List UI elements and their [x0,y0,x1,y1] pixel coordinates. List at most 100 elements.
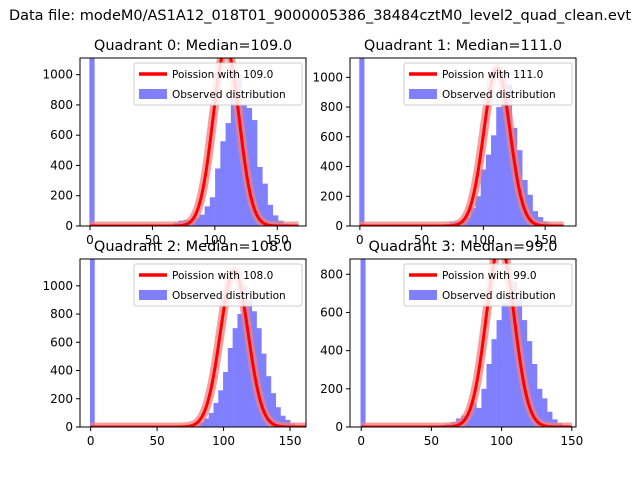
observed-bar [223,371,229,427]
observed-bar [220,141,226,226]
observed-bar [531,364,538,427]
observed-bar [501,69,507,226]
x-tick-label: 100 [212,434,235,448]
y-tick-label: 800 [320,100,343,114]
x-tick-label: 50 [149,434,164,448]
x-tick-label: 150 [560,434,583,448]
observed-bar [215,168,221,226]
y-tick-label: 600 [320,130,343,144]
observed-bar [199,214,205,226]
y-tick-label: 200 [50,392,73,406]
quadrant-1-title: Quadrant 1: Median=111.0 [364,38,562,54]
x-tick-label: 50 [424,434,439,448]
poisson-curve [359,67,565,226]
observed-bar-spike [89,259,95,427]
plot-area [86,259,306,427]
y-tick-label: 1000 [42,279,73,293]
quadrant-3-panel: 0 50 100 150 0 200 400 600 800 Poission with 99.0… [320,239,583,448]
observed-bar [486,364,492,427]
observed-bar [213,403,219,427]
y-tick-label: 400 [50,364,73,378]
quadrant-1-panel: 0 50 100 150 0 200 400 600 800 1000 Poission with … [312,38,577,247]
poisson-curve [360,259,573,427]
observed-bar [481,388,487,427]
x-tick-label: 50 [414,233,429,247]
observed-bar [275,407,281,427]
axes-frame [79,258,307,428]
observed-bar [270,393,276,427]
observed-bar [242,285,248,427]
legend-poisson-label: Poission with 108.0 [172,270,273,282]
legend-box [403,263,573,307]
legend-observed-label: Observed distribution [172,290,286,302]
legend-observed-label: Observed distribution [172,89,286,101]
y-tick-label: 0 [65,219,73,233]
observed-bar [496,107,502,226]
plot-area [86,58,303,226]
observed-bar [527,194,533,226]
observed-bar [257,166,263,226]
y-tick-label: 200 [320,189,343,203]
y-tick-label: 0 [335,219,343,233]
observed-bar [237,314,243,427]
x-tick-label: 100 [203,233,226,247]
observed-bar [511,281,518,427]
observed-bar [532,211,539,226]
y-tick-label: 1000 [42,68,73,82]
legend-poisson-label: Poission with 99.0 [442,270,537,282]
observed-bar [272,215,279,226]
legend-poisson-label: Poission with 111.0 [442,69,543,81]
observed-bar [542,398,548,427]
y-tick-label: 800 [50,307,73,321]
axes-frame [349,258,577,428]
observed-bar [491,339,497,427]
observed-bar [208,412,214,427]
x-tick-label: 150 [279,434,302,448]
y-tick-label: 600 [50,128,73,142]
observed-bar [471,402,477,427]
axes-frame [79,57,307,227]
observed-bar [232,328,238,427]
observed-bar [218,390,224,427]
observed-bar [547,411,553,427]
legend-observed-swatch [139,89,167,99]
x-tick-label: 50 [145,233,160,247]
legend-observed-label: Observed distribution [442,290,556,302]
poisson-curve [89,58,300,226]
x-tick-label: 150 [266,233,289,247]
plot-area [356,58,568,226]
quadrant-2-panel: 0 50 100 150 0 200 400 600 800 1000 Poission with … [42,239,307,448]
y-tick-label: 800 [320,267,343,281]
observed-bar-spike [360,259,366,427]
x-tick-label: 0 [356,233,364,247]
x-tick-label: 100 [490,434,513,448]
observed-bar [209,197,216,226]
y-tick-label: 400 [320,160,343,174]
observed-bar [266,376,272,427]
y-tick-label: 0 [65,420,73,434]
quadrant-0-title: Quadrant 0: Median=109.0 [94,38,292,54]
observed-bar [230,89,237,226]
legend-box [133,62,303,106]
observed-bar [506,304,513,427]
x-tick-label: 150 [534,233,557,247]
axes-frame [349,57,577,227]
observed-bar [280,415,286,427]
quadrant-0-panel: 0 50 100 150 0 200 400 600 800 1000 Poission with … [42,38,307,247]
y-tick-label: 0 [335,420,343,434]
observed-bar [194,217,200,226]
quadrant-3-title: Quadrant 3: Median=99.0 [369,239,558,255]
x-tick-label: 0 [87,434,95,448]
observed-bar [496,320,502,427]
y-tick-label: 400 [50,158,73,172]
x-tick-label: 0 [357,434,365,448]
observed-bar [225,123,232,226]
observed-bar [261,353,267,427]
legend-poisson-label: Poission with 109.0 [172,69,273,81]
observed-bar [470,208,476,226]
quadrant-2-title: Quadrant 2: Median=108.0 [94,239,292,255]
observed-bar [251,120,258,226]
y-tick-label: 1000 [312,70,343,84]
